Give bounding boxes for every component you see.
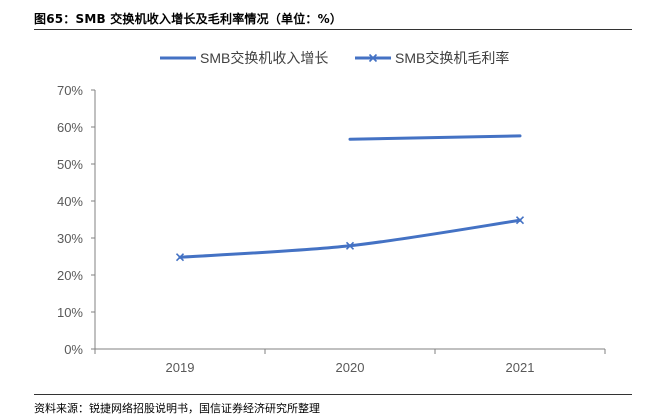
legend-entry: SMB交换机毛利率 (355, 50, 509, 66)
y-tick-label: 50% (57, 157, 83, 172)
y-tick-label: 20% (57, 268, 83, 283)
y-tick-label: 0% (64, 342, 83, 357)
legend: SMB交换机收入增长 SMB交换机毛利率 (160, 50, 509, 66)
x-tick-label: 2021 (506, 360, 535, 375)
x-tick-label: 2019 (166, 360, 195, 375)
series-layer (175, 134, 525, 262)
x-tick-label: 2020 (336, 360, 365, 375)
legend-entry: SMB交换机收入增长 (160, 50, 328, 66)
y-tick-label: 70% (57, 83, 83, 98)
legend-label: SMB交换机毛利率 (395, 50, 509, 66)
y-tick-label: 60% (57, 120, 83, 135)
line-chart: SMB交换机收入增长 SMB交换机毛利率 0% 10% 20% 30% 40% 50% 60%… (57, 50, 606, 375)
legend-label: SMB交换机收入增长 (200, 50, 328, 66)
y-tick-label: 30% (57, 231, 83, 246)
bottom-rule (34, 394, 632, 395)
series-line-2 (178, 218, 522, 259)
axes: 0% 10% 20% 30% 40% 50% 60% 70% 2019 2020 2021 (57, 83, 606, 375)
top-rule (34, 29, 632, 30)
data-point-marker (345, 241, 355, 250)
data-point-marker (175, 253, 185, 262)
data-point-marker (515, 216, 525, 225)
figure-title: 图65：SMB 交换机收入增长及毛利率情况（单位：%） (34, 12, 343, 26)
series-line-1 (348, 134, 522, 141)
y-tick-label: 40% (57, 194, 83, 209)
y-tick-label: 10% (57, 305, 83, 320)
source-note: 资料来源：锐捷网络招股说明书，国信证券经济研究所整理 (34, 402, 320, 415)
